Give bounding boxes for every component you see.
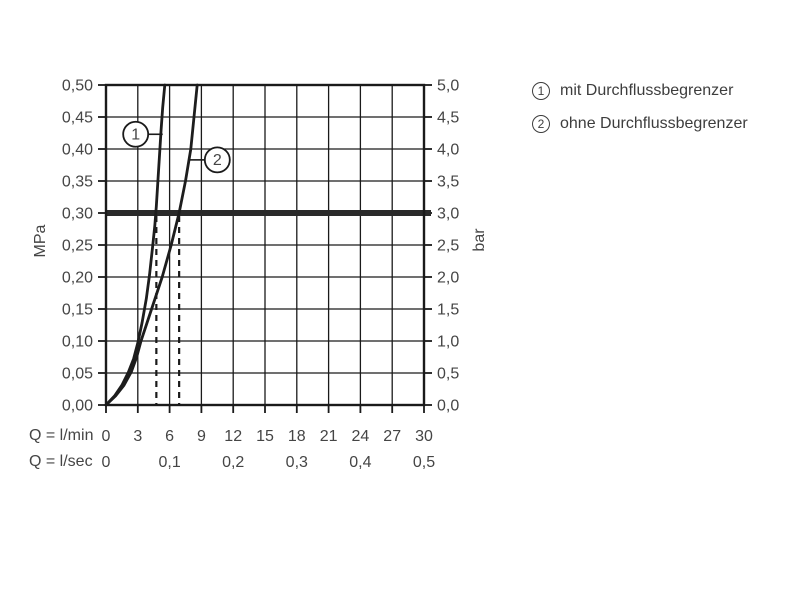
y-tick-label-mpa: 0,25 (62, 238, 93, 255)
x-tick-label-lsec: 0,1 (158, 454, 180, 471)
y-tick-label-bar: 1,0 (437, 334, 459, 351)
x-tick-label-lsec: 0,5 (413, 454, 435, 471)
annotation-circle-2 (203, 146, 231, 174)
x-tick-label-lsec: 0,3 (286, 454, 308, 471)
legend-circled-number-2: 2 (532, 115, 550, 133)
annotation-number-1: 1 (131, 126, 140, 143)
x-tick-label-lsec: 0,4 (349, 454, 371, 471)
x-axis-caption-lmin: Q = l/min (29, 427, 94, 444)
y-tick-label-bar: 3,5 (437, 174, 459, 191)
y-tick-label-mpa: 0,50 (62, 78, 93, 95)
x-axis-caption-lsec: Q = l/sec (29, 453, 93, 470)
plot-border (104, 83, 426, 407)
x-tick-label-lsec: 0 (102, 454, 111, 471)
legend-label-mit: mit Durchflussbegrenzer (560, 82, 734, 99)
x-tick-label-lmin: 18 (288, 428, 306, 445)
x-tick-label-lmin: 30 (415, 428, 433, 445)
y-tick-label-bar: 0,5 (437, 366, 459, 383)
x-tick-label-lmin: 21 (320, 428, 338, 445)
legend: 1 mit Durchflussbegrenzer 2 ohne Durchfl… (532, 82, 748, 133)
legend-item-mit: 1 mit Durchflussbegrenzer (532, 82, 748, 100)
x-tick-label-lmin: 3 (133, 428, 142, 445)
y-tick-label-bar: 1,5 (437, 302, 459, 319)
x-tick-label-lmin: 9 (197, 428, 206, 445)
x-tick-label-lmin: 0 (102, 428, 111, 445)
annotation-number-2: 2 (213, 152, 222, 169)
y-tick-label-mpa: 0,30 (62, 206, 93, 223)
y-tick-label-bar: 3,0 (437, 206, 459, 223)
y-tick-label-mpa: 0,15 (62, 302, 93, 319)
legend-item-ohne: 2 ohne Durchflussbegrenzer (532, 115, 748, 133)
legend-circled-number-1: 1 (532, 82, 550, 100)
legend-label-ohne: ohne Durchflussbegrenzer (560, 115, 748, 132)
y-tick-label-bar: 5,0 (437, 78, 459, 95)
y-tick-label-mpa: 0,10 (62, 334, 93, 351)
y-axis-title-mpa: MPa (32, 224, 49, 258)
y-tick-label-mpa: 0,00 (62, 398, 93, 415)
x-tick-label-lmin: 12 (224, 428, 242, 445)
x-tick-label-lmin: 6 (165, 428, 174, 445)
y-tick-label-bar: 4,0 (437, 142, 459, 159)
y-tick-label-mpa: 0,35 (62, 174, 93, 191)
curve-1-mit-durchflussbegrenzer (104, 83, 167, 407)
curve-2-ohne-durchflussbegrenzer (104, 83, 199, 407)
x-tick-label-lmin: 27 (383, 428, 401, 445)
y-tick-label-bar: 0,0 (437, 398, 459, 415)
y-tick-label-mpa: 0,45 (62, 110, 93, 127)
y-tick-label-bar: 2,5 (437, 238, 459, 255)
y-tick-label-mpa: 0,40 (62, 142, 93, 159)
x-tick-label-lmin: 24 (352, 428, 370, 445)
y-axis-title-bar: bar (471, 228, 488, 252)
x-tick-label-lsec: 0,2 (222, 454, 244, 471)
y-tick-label-mpa: 0,20 (62, 270, 93, 287)
x-tick-label-lmin: 15 (256, 428, 274, 445)
y-tick-label-mpa: 0,05 (62, 366, 93, 383)
y-tick-label-bar: 4,5 (437, 110, 459, 127)
annotation-circle-1 (122, 120, 150, 148)
y-tick-label-bar: 2,0 (437, 270, 459, 287)
